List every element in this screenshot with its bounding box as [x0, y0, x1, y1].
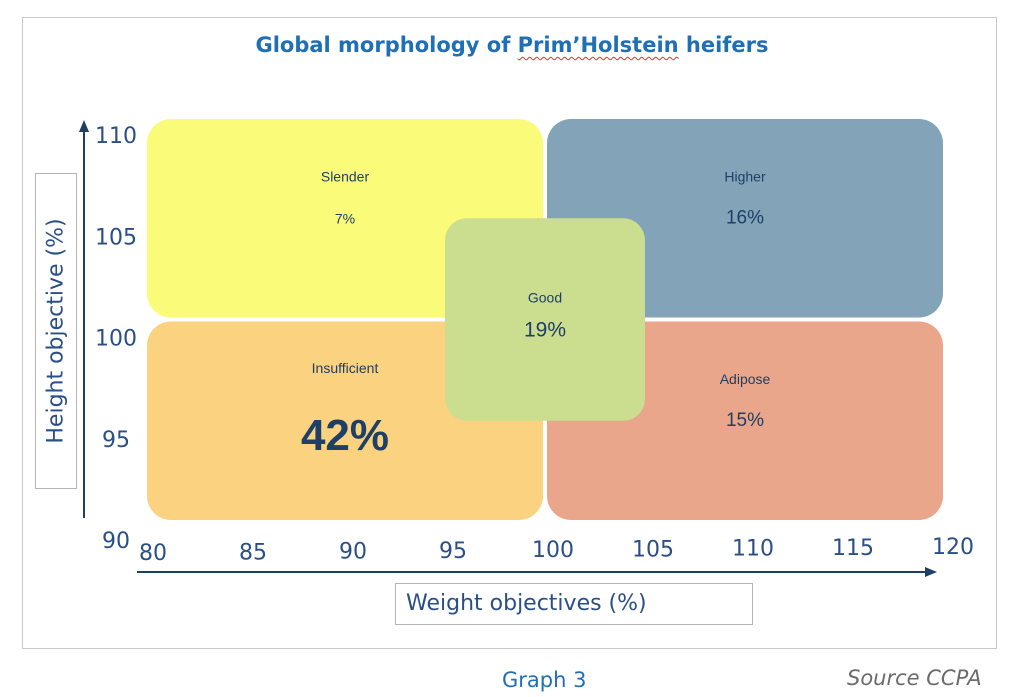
region-value-higher: 16% — [726, 207, 764, 228]
x-axis-label: Weight objectives (%) — [395, 583, 753, 625]
chart-frame — [22, 17, 997, 649]
y-tick-label: 105 — [95, 225, 137, 250]
x-tick-label: 115 — [832, 536, 874, 561]
region-value-slender: 7% — [335, 210, 355, 226]
graph-caption: Graph 3 — [502, 668, 587, 692]
y-tick-label: 95 — [102, 428, 130, 453]
source-caption: Source CCPA — [847, 666, 982, 690]
x-axis-arrow — [925, 567, 937, 577]
region-label-slender: Slender — [321, 168, 370, 184]
title-prefix: Global morphology of — [255, 33, 518, 57]
region-good — [445, 218, 645, 421]
x-tick-label: 95 — [439, 539, 467, 564]
y-tick-label: 110 — [95, 124, 137, 149]
x-tick-label: 120 — [932, 535, 974, 560]
region-value-insufficient: 42% — [301, 411, 389, 460]
y-tick-label: 100 — [95, 327, 137, 352]
region-adipose — [547, 321, 943, 520]
y-axis-arrow — [79, 120, 89, 132]
x-tick-label: 105 — [632, 537, 674, 562]
y-axis-label-box — [35, 173, 77, 489]
y-tick-label: 90 — [102, 529, 130, 554]
title-highlight: Prim’Holstein — [517, 33, 679, 57]
region-label-adipose: Adipose — [720, 371, 771, 387]
x-tick-label: 100 — [532, 538, 574, 563]
x-tick-label: 85 — [239, 540, 267, 565]
region-value-good: 19% — [524, 319, 566, 342]
region-label-insufficient: Insufficient — [312, 360, 379, 376]
region-slender — [147, 119, 543, 318]
region-insufficient — [147, 321, 543, 520]
chart-title: Global morphology of Prim’Holstein heife… — [0, 33, 1024, 57]
x-tick-label: 80 — [139, 541, 167, 566]
region-label-higher: Higher — [724, 168, 766, 184]
x-tick-label: 110 — [732, 537, 774, 562]
x-tick-label: 90 — [339, 540, 367, 565]
y-axis-label: Height objective (%) — [43, 218, 69, 444]
region-value-adipose: 15% — [726, 410, 764, 431]
region-label-good: Good — [528, 290, 562, 306]
region-higher — [547, 119, 943, 318]
title-suffix: heifers — [678, 33, 769, 57]
